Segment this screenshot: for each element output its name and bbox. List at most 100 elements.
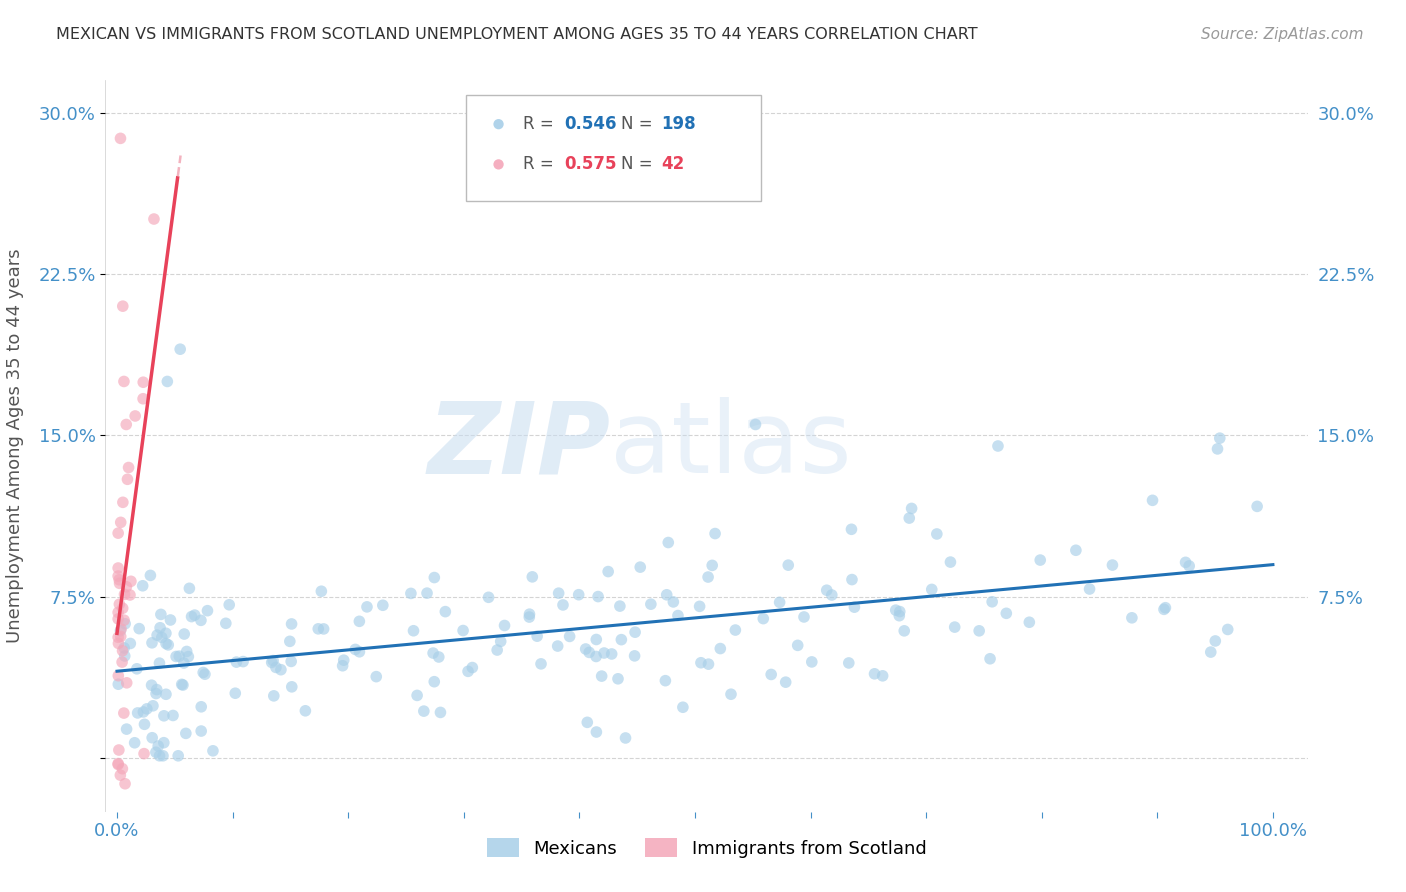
Point	[1029, 553, 1052, 567]
Point	[1101, 558, 1123, 572]
Point	[167, 649, 190, 664]
Point	[114, 648, 136, 663]
Point	[585, 649, 607, 664]
Point	[190, 613, 212, 627]
Point	[709, 641, 731, 656]
Point	[141, 636, 163, 650]
Point	[190, 699, 212, 714]
Point	[1121, 611, 1143, 625]
Point	[578, 645, 600, 659]
Point	[149, 607, 172, 622]
Point	[530, 657, 553, 671]
Point	[108, 597, 131, 611]
Point	[406, 689, 429, 703]
Point	[558, 629, 581, 643]
Point	[232, 655, 254, 669]
Point	[107, 561, 129, 575]
Point	[142, 698, 165, 713]
Point	[1216, 623, 1239, 637]
Point	[585, 632, 607, 647]
Point	[778, 558, 800, 573]
Point	[107, 677, 129, 691]
Point	[124, 736, 146, 750]
Point	[110, 630, 132, 644]
Point	[399, 586, 422, 600]
Point	[194, 667, 217, 681]
Point	[153, 736, 176, 750]
Point	[132, 747, 155, 761]
Point	[598, 565, 620, 579]
Point	[995, 607, 1018, 621]
Point	[1174, 555, 1197, 569]
Point	[139, 568, 162, 582]
Point	[193, 665, 215, 680]
Point	[124, 409, 146, 423]
Point	[575, 642, 598, 657]
Point	[260, 656, 283, 670]
Point	[1246, 500, 1268, 514]
Point	[125, 662, 148, 676]
Point	[1154, 600, 1177, 615]
Point	[366, 670, 388, 684]
Point	[844, 600, 866, 615]
Point	[112, 706, 135, 720]
Point	[114, 777, 136, 791]
Point	[280, 616, 302, 631]
Point	[180, 609, 202, 624]
Point	[427, 650, 450, 665]
Point	[155, 687, 177, 701]
Point	[264, 660, 287, 674]
Point	[898, 511, 921, 525]
Text: 198: 198	[661, 115, 696, 133]
Point	[173, 627, 195, 641]
Point	[702, 558, 724, 573]
Point	[979, 652, 1001, 666]
Point	[132, 392, 155, 406]
Point	[127, 706, 149, 720]
Point	[371, 599, 394, 613]
Point	[987, 439, 1010, 453]
Point	[115, 580, 138, 594]
Point	[110, 624, 132, 638]
Text: R =: R =	[523, 155, 558, 173]
Point	[183, 608, 205, 623]
Point	[585, 725, 607, 739]
Point	[107, 612, 129, 626]
Point	[889, 605, 911, 619]
Point	[768, 595, 790, 609]
Point	[311, 584, 333, 599]
Point	[215, 616, 238, 631]
Point	[434, 605, 457, 619]
Point	[332, 653, 354, 667]
Point	[815, 583, 838, 598]
Point	[134, 717, 156, 731]
Point	[821, 588, 844, 602]
Point	[349, 615, 371, 629]
Point	[759, 667, 782, 681]
Point	[720, 687, 742, 701]
Point	[841, 522, 863, 536]
Point	[107, 526, 129, 541]
Point	[146, 628, 169, 642]
Point	[107, 669, 129, 683]
Point	[107, 606, 129, 620]
Point	[522, 570, 544, 584]
Point	[863, 666, 886, 681]
Point	[416, 586, 439, 600]
Point	[115, 417, 138, 432]
Text: 42: 42	[661, 155, 685, 173]
Point	[112, 613, 135, 627]
Point	[429, 706, 451, 720]
Point	[967, 624, 990, 638]
Text: 0.575: 0.575	[565, 155, 617, 173]
Point	[593, 646, 616, 660]
Point	[157, 638, 180, 652]
Point	[494, 618, 516, 632]
Point	[841, 573, 863, 587]
Point	[111, 601, 134, 615]
Point	[1199, 645, 1222, 659]
Point	[402, 624, 425, 638]
Point	[115, 722, 138, 736]
Point	[981, 595, 1004, 609]
Point	[655, 588, 678, 602]
